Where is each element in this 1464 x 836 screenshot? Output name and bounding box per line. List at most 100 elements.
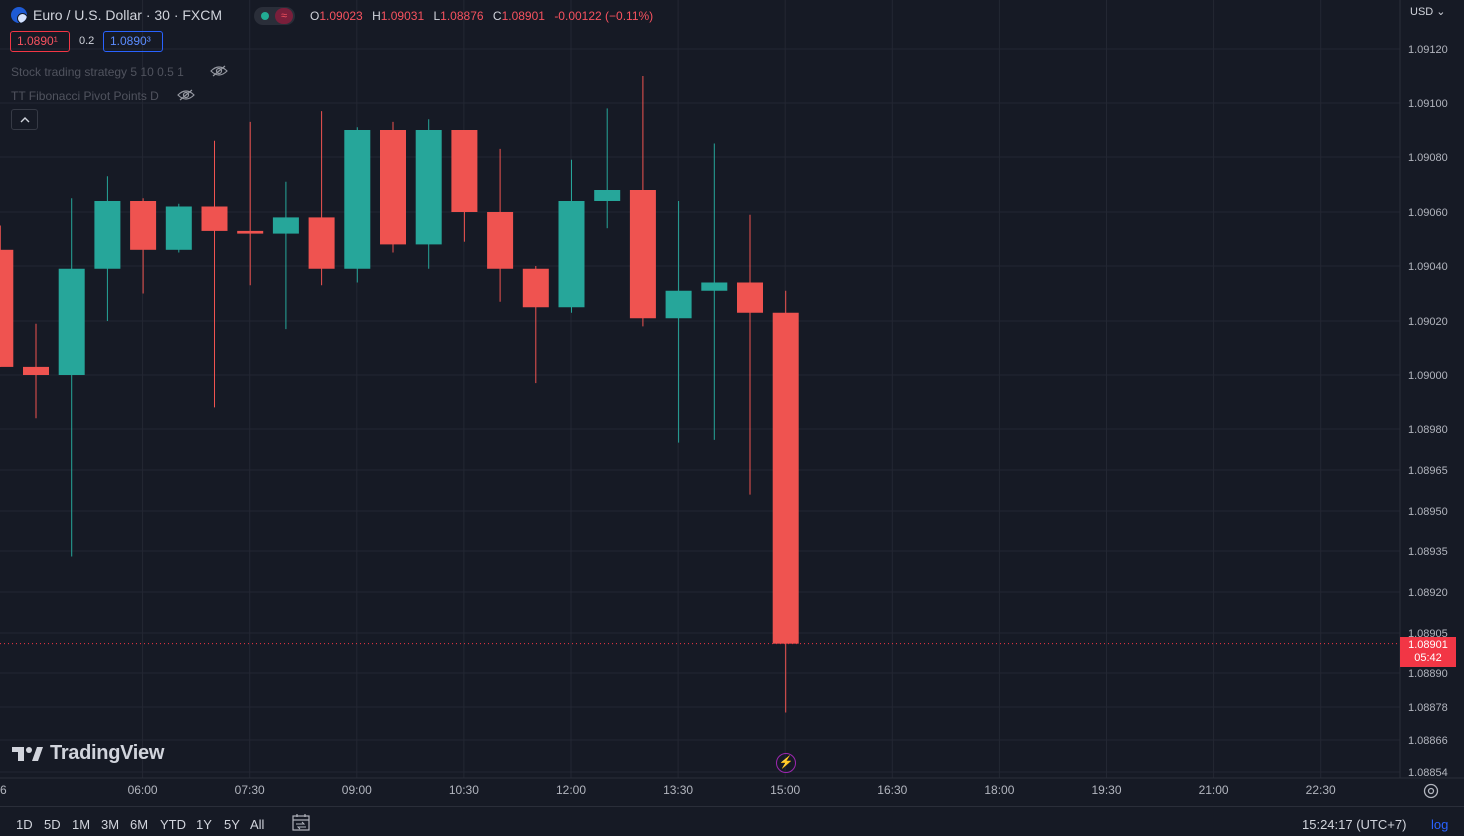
open-label: O	[310, 9, 320, 23]
price-tick-label: 1.08980	[1408, 424, 1448, 436]
candle-body	[487, 212, 514, 269]
candle-body	[665, 290, 692, 319]
candles	[0, 76, 799, 713]
time-tick-label: 07:30	[235, 783, 265, 797]
close-value: 1.08901	[501, 9, 545, 23]
sell-button[interactable]: 1.0890¹	[10, 31, 70, 52]
candle-body	[308, 217, 335, 269]
high-value: 1.09031	[380, 9, 425, 23]
tradingview-logo-icon	[12, 746, 43, 761]
spread-value: 0.2	[79, 35, 95, 47]
candle-body	[201, 206, 228, 231]
range-1y-button[interactable]: 1Y	[196, 817, 212, 832]
price-tick-label: 1.09120	[1408, 44, 1448, 56]
price-tick-label: 1.09060	[1408, 207, 1448, 219]
market-open-dot-icon	[261, 12, 269, 20]
indicator-fibonacci-label[interactable]: TT Fibonacci Pivot Points D	[11, 89, 159, 103]
time-tick-label: 22:30	[1306, 783, 1336, 797]
eurusd-flag-icon	[11, 7, 27, 23]
candle-body	[165, 206, 192, 250]
candle-body	[58, 268, 85, 375]
candle-body	[451, 130, 478, 212]
price-axis[interactable]: 1.09120 1.09100 1.09080 1.09060 1.09040 1.090…	[1408, 44, 1448, 779]
currency-selector[interactable]: USD ⌄	[1410, 6, 1446, 18]
price-tick-label: 1.09000	[1408, 370, 1448, 382]
candle-body	[737, 282, 763, 313]
candle-body	[701, 282, 728, 291]
price-tick-label: 1.08935	[1408, 546, 1448, 558]
time-tick-label: 12:00	[556, 783, 586, 797]
price-tick-label: 1.09020	[1408, 316, 1448, 328]
price-tick-label: 1.08920	[1408, 587, 1448, 599]
timezone-clock[interactable]: 15:24:17 (UTC+7)	[1302, 817, 1407, 832]
time-tick-label: 15:00	[770, 783, 800, 797]
eye-hidden-icon[interactable]	[177, 89, 195, 101]
range-5d-button[interactable]: 5D	[44, 817, 61, 832]
gear-icon[interactable]	[1422, 782, 1440, 800]
price-tick-label: 1.09080	[1408, 152, 1448, 164]
grid-lines	[0, 0, 1400, 778]
candle-body	[94, 201, 121, 269]
time-tick-label: 09:00	[342, 783, 372, 797]
indicator-strategy-label[interactable]: Stock trading strategy 5 10 0.5 1	[11, 65, 184, 79]
lightning-event-icon[interactable]: ⚡	[776, 753, 796, 773]
candle-body	[272, 217, 299, 234]
candle-body	[522, 268, 549, 308]
candle-body	[772, 312, 799, 644]
range-6m-button[interactable]: 6M	[130, 817, 149, 832]
price-tick-label: 1.08866	[1408, 735, 1448, 747]
time-tick-label: 21:00	[1199, 783, 1229, 797]
ohlc-values: O1.09023 H1.09031 L1.08876 C1.08901 -0.0…	[310, 9, 659, 23]
time-tick-label: 13:30	[663, 783, 693, 797]
range-all-button[interactable]: All	[250, 817, 265, 832]
candle-body	[130, 201, 157, 250]
candle-body	[629, 190, 656, 319]
time-tick-label: 16:30	[877, 783, 907, 797]
open-value: 1.09023	[319, 9, 363, 23]
price-tick-label: 1.09100	[1408, 98, 1448, 110]
calendar-goto-icon[interactable]	[291, 813, 311, 831]
time-tick-label: 18:00	[984, 783, 1014, 797]
symbol-title[interactable]: Euro / U.S. Dollar · 30 · FXCM	[33, 7, 223, 23]
bottom-toolbar	[0, 806, 1464, 836]
buy-button[interactable]: 1.0890³	[103, 31, 163, 52]
eye-hidden-icon[interactable]	[210, 65, 228, 77]
change-value: -0.00122 (−0.11%)	[554, 9, 654, 23]
log-scale-toggle[interactable]: log	[1431, 817, 1449, 832]
tradingview-logo[interactable]: TradingView	[12, 742, 164, 765]
low-label: L	[433, 9, 441, 23]
range-5y-button[interactable]: 5Y	[224, 817, 240, 832]
time-tick-label: 06:00	[128, 783, 158, 797]
market-status[interactable]: ≈	[254, 7, 295, 25]
logo-text: TradingView	[50, 742, 165, 764]
candle-body	[380, 130, 406, 245]
data-delay-wave-icon: ≈	[275, 8, 293, 24]
high-label: H	[372, 9, 381, 23]
candle-body	[23, 366, 49, 375]
time-tick-label: 19:30	[1091, 783, 1121, 797]
range-1m-button[interactable]: 1M	[72, 817, 91, 832]
price-tick-label: 1.09040	[1408, 261, 1448, 273]
range-3m-button[interactable]: 3M	[101, 817, 120, 832]
price-tick-label: 1.08965	[1408, 465, 1448, 477]
time-tick-label: 10:30	[449, 783, 479, 797]
range-1d-button[interactable]: 1D	[16, 817, 33, 832]
range-ytd-button[interactable]: YTD	[160, 817, 186, 832]
bar-countdown: 05:42	[1414, 652, 1442, 664]
last-price-tag: 1.08901 05:42	[1400, 637, 1456, 667]
candle-body	[558, 201, 585, 308]
price-tick-label: 1.08854	[1408, 767, 1448, 779]
candle-body	[344, 130, 371, 269]
time-axis[interactable]: 6 06:00 07:30 09:00 10:30 12:00 13:30 15:00 16:3…	[0, 783, 1336, 797]
collapse-legend-button[interactable]	[11, 109, 38, 130]
candlestick-chart[interactable]: 1.09120 1.09100 1.09080 1.09060 1.09040 1.090…	[0, 0, 1464, 806]
candle-body	[237, 230, 264, 234]
currency-label: USD	[1410, 6, 1434, 18]
price-tick-label: 1.08890	[1408, 668, 1448, 680]
candle-body	[594, 190, 621, 201]
candle-body	[415, 130, 442, 245]
candle-body	[0, 249, 14, 367]
price-tick-label: 1.08878	[1408, 702, 1448, 714]
last-price-value: 1.08901	[1408, 639, 1448, 651]
chevron-up-icon	[20, 117, 29, 123]
